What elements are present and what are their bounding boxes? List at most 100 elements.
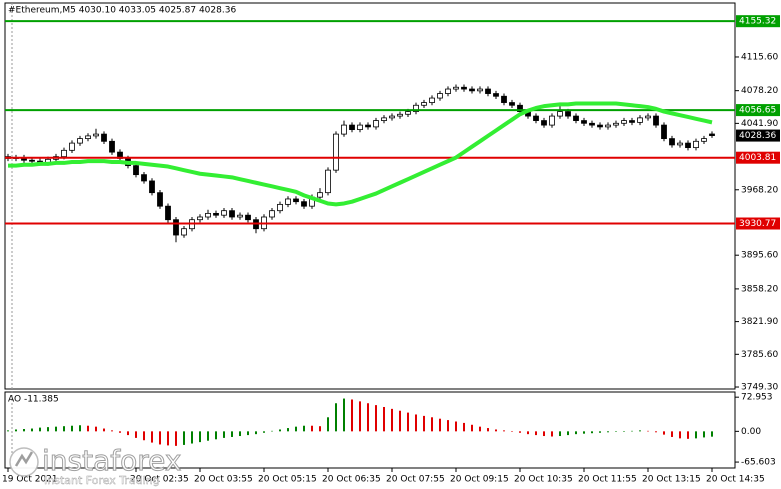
ao-bar [31, 428, 33, 432]
candle-body [509, 102, 515, 106]
watermark: instaforex Instant Forex Trading [9, 444, 182, 487]
ao-bar [447, 420, 449, 432]
candle-body [565, 111, 571, 117]
candle-body [477, 88, 483, 92]
chart-title: #Ethereum,M5 4030.10 4033.05 4025.87 402… [8, 6, 236, 16]
candle-body [581, 120, 587, 124]
ao-bar [591, 431, 593, 434]
candle-body [501, 95, 507, 103]
ao-bar [711, 431, 713, 437]
candle-body [181, 228, 187, 236]
ao-bar [471, 424, 473, 432]
ao-bar [231, 431, 233, 437]
ao-bar [343, 398, 345, 432]
candle-body [637, 117, 643, 123]
candle-body [349, 124, 355, 130]
price-label: 4028.36 [739, 131, 776, 141]
candle-body [381, 117, 387, 121]
ao-bar [119, 431, 121, 433]
y-tick-label: 3858.20 [741, 284, 778, 294]
candle-body [517, 104, 523, 112]
ao-bar [423, 415, 425, 432]
level-label: 3930.77 [739, 219, 776, 229]
ao-bar [631, 430, 633, 432]
ao-bar [671, 431, 673, 437]
ao-bar [63, 426, 65, 432]
candle-body [693, 140, 699, 149]
ao-bar [127, 431, 129, 436]
candle-body [69, 142, 75, 151]
ao-bar [703, 431, 705, 438]
candle-body [621, 120, 627, 124]
candle-body [149, 180, 155, 194]
candle-body [141, 174, 147, 182]
candle-body [301, 201, 307, 207]
price-tag [736, 129, 780, 142]
ao-bar [87, 425, 89, 432]
logo-mark [14, 451, 34, 467]
candle-body [101, 133, 107, 142]
candle-body [597, 124, 603, 128]
ao-bar [567, 431, 569, 436]
ao-bar [279, 429, 281, 432]
candle-body [85, 135, 91, 140]
candle-body [93, 133, 99, 137]
candle-body [405, 111, 411, 115]
watermark-tagline: Instant Forex Trading [44, 474, 160, 487]
ao-bar [463, 422, 465, 432]
ao-bar [239, 431, 241, 437]
ao-bar [151, 431, 153, 443]
ao-bar [687, 431, 689, 439]
candle-body [77, 138, 83, 144]
ao-bar [647, 430, 649, 432]
ao-bar [111, 430, 113, 432]
candle-body [605, 124, 611, 128]
candle-body [541, 120, 547, 126]
candle-body [669, 138, 675, 146]
x-tick-label: 20 Oct 14:35 [706, 475, 765, 485]
y-tick-label: -65.603 [741, 458, 776, 468]
candle-body [653, 115, 659, 126]
ao-bar [7, 430, 9, 432]
ao-bar [655, 431, 657, 433]
ao-bar [247, 431, 249, 436]
ao-bar [15, 429, 17, 432]
ao-bar [511, 431, 513, 432]
ao-bar [167, 431, 169, 446]
ao-bar [39, 427, 41, 432]
y-tick-label: 72.953 [741, 393, 773, 403]
ao-bar [535, 431, 537, 436]
y-tick-label: 0.00 [741, 427, 761, 437]
x-tick-label: 20 Oct 06:35 [322, 475, 381, 485]
ao-bar [439, 418, 441, 432]
ao-bar [399, 410, 401, 432]
level-tag [736, 15, 780, 28]
ao-bar [607, 431, 609, 433]
x-tick-label: 20 Oct 10:35 [514, 475, 573, 485]
candle-body [445, 88, 451, 94]
candle-body [685, 142, 691, 149]
ao-bar [135, 431, 137, 438]
logo-circle [9, 447, 39, 477]
ao-bar [159, 431, 161, 445]
candle-body [157, 192, 163, 207]
candle-body [165, 205, 171, 221]
ao-bar [295, 426, 297, 432]
ao-bar [519, 431, 521, 433]
candle-body [389, 115, 395, 119]
level-tag [736, 217, 780, 230]
ao-bar [263, 431, 265, 433]
candle-body [221, 210, 227, 216]
x-tick-label: 20 Oct 03:55 [194, 475, 253, 485]
candle-body [133, 165, 139, 176]
ao-bar [327, 417, 329, 432]
ao-bar [47, 427, 49, 432]
candle-body [613, 122, 619, 126]
ao-title: AO -11.385 [8, 395, 59, 405]
ao-bar [479, 426, 481, 432]
ao-bar [615, 431, 617, 432]
candle-body [61, 149, 67, 158]
ao-bar [551, 431, 553, 437]
ao-bar [359, 401, 361, 432]
candle-body [229, 210, 235, 218]
